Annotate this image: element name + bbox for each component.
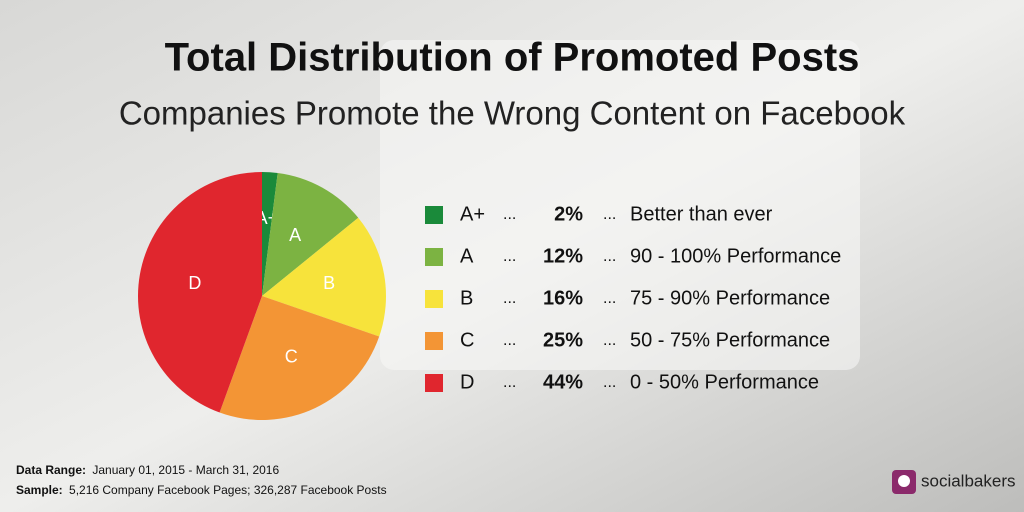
legend-description: 0 - 50% Performance — [630, 371, 819, 393]
legend-value: 12% — [543, 245, 583, 267]
legend-value: 44% — [543, 371, 583, 393]
legend-category: C — [460, 329, 474, 351]
title: Total Distribution of Promoted Posts — [165, 36, 860, 80]
legend-swatch — [425, 332, 443, 350]
legend-separator: ... — [603, 206, 616, 223]
slice-label: A — [289, 225, 301, 245]
legend-category: D — [460, 371, 474, 393]
brand-name: socialbakers — [921, 471, 1016, 490]
legend-swatch — [425, 206, 443, 224]
legend-separator: ... — [503, 374, 516, 391]
legend-separator: ... — [503, 206, 516, 223]
legend-swatch — [425, 290, 443, 308]
legend-separator: ... — [603, 332, 616, 349]
legend-category: A+ — [460, 203, 485, 225]
legend-value: 16% — [543, 287, 583, 309]
range-label: Data Range: — [16, 463, 86, 477]
slice-label: C — [285, 346, 298, 366]
slice-label: B — [323, 273, 335, 293]
pie-slice — [262, 172, 278, 296]
subtitle: Companies Promote the Wrong Content on F… — [119, 95, 906, 132]
pie-slice — [262, 217, 386, 337]
brand-logo-mark — [898, 475, 910, 487]
pie-slice — [219, 296, 380, 420]
legend-value: 25% — [543, 329, 583, 351]
laptop-screen — [380, 40, 860, 370]
legend-separator: ... — [603, 290, 616, 307]
legend-separator: ... — [503, 332, 516, 349]
legend-description: 75 - 90% Performance — [630, 287, 830, 309]
slice-label: D — [188, 273, 201, 293]
sample-line: Sample: 5,216 Company Facebook Pages; 32… — [16, 483, 387, 497]
legend-swatch — [425, 248, 443, 266]
legend-description: Better than ever — [630, 203, 773, 225]
sample-label: Sample: — [16, 483, 63, 497]
pie-slice — [262, 172, 359, 296]
legend-separator: ... — [603, 374, 616, 391]
legend-separator: ... — [503, 248, 516, 265]
legend-separator: ... — [603, 248, 616, 265]
legend: A+... 2%... Better than ever A... 12%... 90 -… — [425, 203, 841, 393]
sample-text: 5,216 Company Facebook Pages; 326,287 Fa… — [69, 483, 387, 497]
legend-description: 90 - 100% Performance — [630, 245, 841, 267]
legend-value: 2% — [554, 203, 583, 225]
legend-separator: ... — [503, 290, 516, 307]
legend-category: B — [460, 287, 473, 309]
legend-swatch — [425, 374, 443, 392]
legend-description: 50 - 75% Performance — [630, 329, 830, 351]
legend-category: A — [460, 245, 474, 267]
pie-slice — [138, 172, 262, 413]
range-line: Data Range: January 01, 2015 - March 31,… — [16, 463, 279, 477]
range-text: January 01, 2015 - March 31, 2016 — [92, 463, 279, 477]
